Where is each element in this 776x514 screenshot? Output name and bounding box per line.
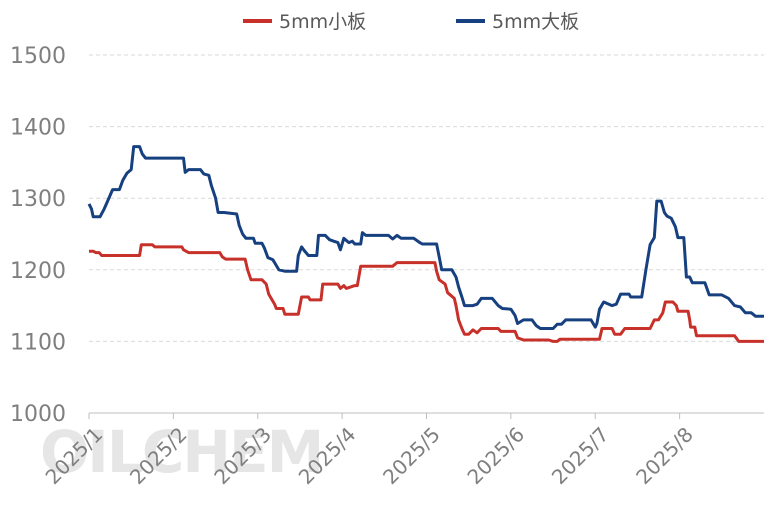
y-tick-label: 1000 [10, 402, 66, 427]
legend-label-small-board: 5mm小板 [279, 11, 366, 33]
legend-label-large-board: 5mm大板 [492, 11, 579, 33]
y-tick-label: 1500 [10, 44, 66, 69]
legend: 5mm小板 5mm大板 [243, 11, 579, 33]
y-tick-label: 1200 [10, 259, 66, 284]
x-tick-label: 2025/6 [462, 422, 529, 489]
x-tick-label: 2025/5 [378, 422, 445, 489]
y-axis-ticks: 1000 1100 1200 1300 1400 1500 [10, 44, 66, 427]
watermark-text: OILCHEM [40, 418, 322, 486]
y-tick-label: 1100 [10, 330, 66, 355]
series-lines [87, 145, 764, 343]
series-line-small-board [89, 243, 764, 343]
y-tick-label: 1400 [10, 116, 66, 141]
gridlines [89, 54, 764, 342]
series-line-large-board [87, 145, 764, 330]
x-tick-label: 2025/8 [631, 422, 698, 489]
y-tick-label: 1300 [10, 187, 66, 212]
x-tick-label: 2025/7 [547, 422, 614, 489]
